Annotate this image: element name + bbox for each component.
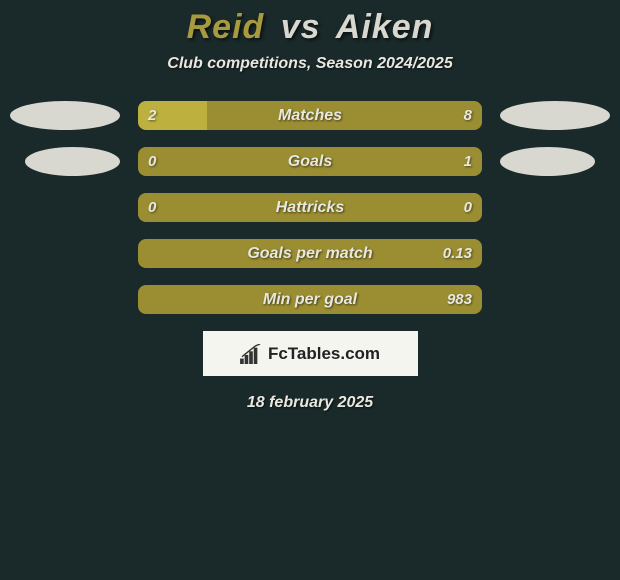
- player2-oval: [500, 147, 595, 176]
- title: Reid vs Aiken: [0, 8, 620, 47]
- player1-oval: [10, 101, 120, 130]
- player2-oval: [500, 101, 610, 130]
- stat-value-right: 0.13: [443, 245, 472, 262]
- stat-bar: 2Matches8: [138, 101, 482, 130]
- stat-value-right: 983: [447, 291, 472, 308]
- stat-value-right: 8: [464, 107, 472, 124]
- bars-container: 2Matches80Goals10Hattricks0Goals per mat…: [0, 101, 620, 314]
- stat-label: Goals: [138, 153, 482, 171]
- stat-row: 0Hattricks0: [0, 193, 620, 222]
- stat-value-right: 0: [464, 199, 472, 216]
- stat-row: Min per goal983: [0, 285, 620, 314]
- stat-value-right: 1: [464, 153, 472, 170]
- logo-box[interactable]: FcTables.com: [203, 331, 418, 376]
- stat-row: Goals per match0.13: [0, 239, 620, 268]
- comparison-widget: Reid vs Aiken Club competitions, Season …: [0, 0, 620, 412]
- player1-name: Reid: [187, 8, 265, 46]
- stat-bar: 0Goals1: [138, 147, 482, 176]
- vs-text: vs: [281, 8, 321, 46]
- stat-label: Goals per match: [138, 245, 482, 263]
- stat-bar: Min per goal983: [138, 285, 482, 314]
- stat-row: 0Goals1: [0, 147, 620, 176]
- stat-label: Min per goal: [138, 291, 482, 309]
- date-text: 18 february 2025: [0, 394, 620, 412]
- logo-text: FcTables.com: [268, 344, 380, 364]
- chart-icon: [240, 344, 262, 364]
- stat-label: Hattricks: [138, 199, 482, 217]
- subtitle: Club competitions, Season 2024/2025: [0, 55, 620, 73]
- stat-label: Matches: [138, 107, 482, 125]
- player1-oval: [25, 147, 120, 176]
- player2-name: Aiken: [336, 8, 434, 46]
- stat-bar: 0Hattricks0: [138, 193, 482, 222]
- stat-bar: Goals per match0.13: [138, 239, 482, 268]
- stat-row: 2Matches8: [0, 101, 620, 130]
